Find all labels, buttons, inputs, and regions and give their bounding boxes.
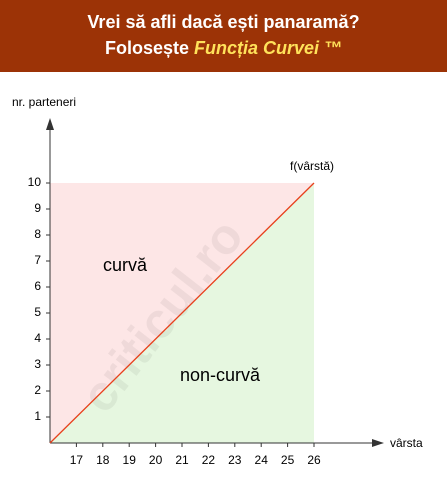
y-tick-label: 10 (28, 175, 42, 189)
series-label: f(vârstă) (290, 159, 334, 173)
y-tick-label: 6 (34, 279, 41, 293)
header: Vrei să afli dacă ești panaramă? Foloseș… (0, 0, 447, 72)
x-axis-arrow (372, 439, 384, 447)
x-tick-label: 21 (175, 453, 189, 467)
x-tick-label: 25 (281, 453, 295, 467)
region-label: non-curvă (180, 365, 261, 385)
x-tick-label: 20 (149, 453, 163, 467)
y-axis-arrow (46, 118, 54, 130)
header-text: Folosește (104, 38, 189, 58)
header-line: Folosește Funcția Curvei ™ (0, 35, 447, 61)
y-tick-label: 9 (34, 201, 41, 215)
x-tick-label: 17 (70, 453, 84, 467)
x-tick-label: 18 (96, 453, 110, 467)
x-tick-label: 23 (228, 453, 242, 467)
x-tick-label: 19 (123, 453, 137, 467)
y-tick-label: 8 (34, 227, 41, 241)
y-tick-label: 4 (34, 331, 41, 345)
y-tick-label: 2 (34, 383, 41, 397)
y-tick-label: 1 (34, 409, 41, 423)
x-axis-label: vârsta (390, 436, 423, 450)
y-tick-label: 5 (34, 305, 41, 319)
y-tick-label: 7 (34, 253, 41, 267)
header-highlight: Funcția Curvei ™ (194, 38, 343, 58)
y-axis-label: nr. parteneri (12, 95, 76, 109)
region-label: curvă (103, 255, 148, 275)
x-tick-label: 26 (307, 453, 321, 467)
header-line: Vrei să afli dacă ești panaramă? (87, 12, 360, 32)
y-tick-label: 3 (34, 357, 41, 371)
x-tick-label: 22 (202, 453, 216, 467)
x-tick-label: 24 (255, 453, 269, 467)
function-line (49, 182, 315, 444)
